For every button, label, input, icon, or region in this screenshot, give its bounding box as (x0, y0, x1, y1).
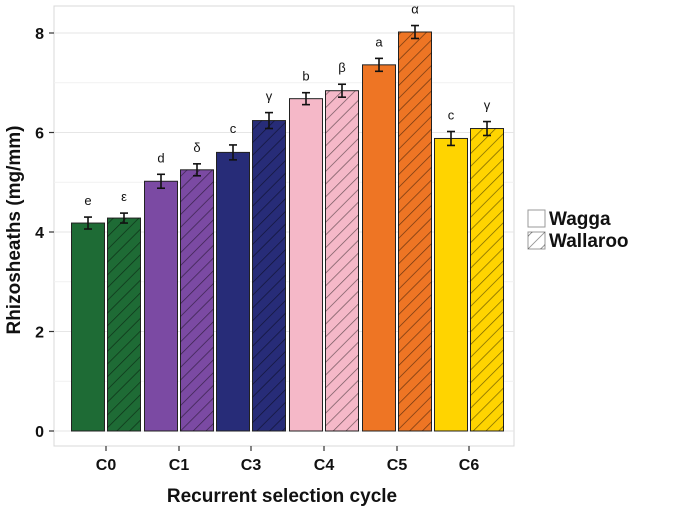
bar-wagga-c4 (289, 98, 323, 432)
x-tick-label: C1 (169, 457, 190, 474)
significance-label: e (84, 193, 91, 208)
x-tick-label: C4 (314, 457, 335, 474)
bar-hatch-c3 (252, 120, 286, 431)
y-tick-label: 2 (35, 325, 44, 342)
x-axis-title: Recurrent selection cycle (167, 486, 397, 507)
x-tick-label: C5 (387, 457, 408, 474)
bar-wagga-c0 (71, 222, 105, 432)
y-tick-label: 6 (35, 126, 44, 143)
bar-wagga-c1 (144, 180, 178, 432)
significance-label: b (302, 69, 309, 84)
y-tick-label: 4 (35, 225, 44, 242)
significance-label: c (230, 121, 237, 136)
significance-labels: e ε d δ c γ b β a α c γ (84, 2, 490, 209)
significance-label: ε (121, 189, 127, 204)
significance-label: d (157, 150, 164, 165)
significance-label: γ (484, 98, 491, 113)
bar-hatch-c6 (470, 128, 504, 431)
x-tick-label: C0 (96, 457, 117, 474)
bar-hatch-c1 (180, 169, 214, 431)
bar-hatch-c4 (325, 90, 359, 432)
x-tick-label: C3 (241, 457, 262, 474)
legend-key-wagga (527, 209, 546, 228)
y-ticks: 0 2 4 6 8 (35, 26, 54, 441)
x-ticks: C0 C1 C3 C4 C5 C6 (96, 446, 480, 474)
bars (71, 31, 504, 432)
significance-label: c (448, 108, 455, 123)
significance-label: γ (266, 89, 273, 104)
significance-label: a (375, 34, 383, 49)
bar-wagga-c5 (362, 64, 396, 432)
bar-wagga-c3 (216, 151, 250, 432)
legend-label-wallaroo: Wallaroo (549, 231, 629, 252)
bar-wagga-c6 (434, 137, 468, 432)
significance-label: δ (193, 140, 200, 155)
legend-label-wagga: Wagga (549, 209, 611, 230)
bar-hatch-c0 (107, 218, 141, 431)
y-tick-label: 8 (35, 26, 44, 43)
y-tick-label: 0 (35, 424, 44, 441)
error-bars (84, 24, 491, 230)
x-tick-label: C6 (459, 457, 480, 474)
significance-label: β (338, 60, 345, 75)
legend-key-hatch (528, 232, 545, 249)
significance-label: α (411, 2, 419, 17)
y-axis-title: Rhizosheaths (mg/mm) (4, 125, 25, 334)
bar-hatch-c5 (398, 32, 432, 431)
